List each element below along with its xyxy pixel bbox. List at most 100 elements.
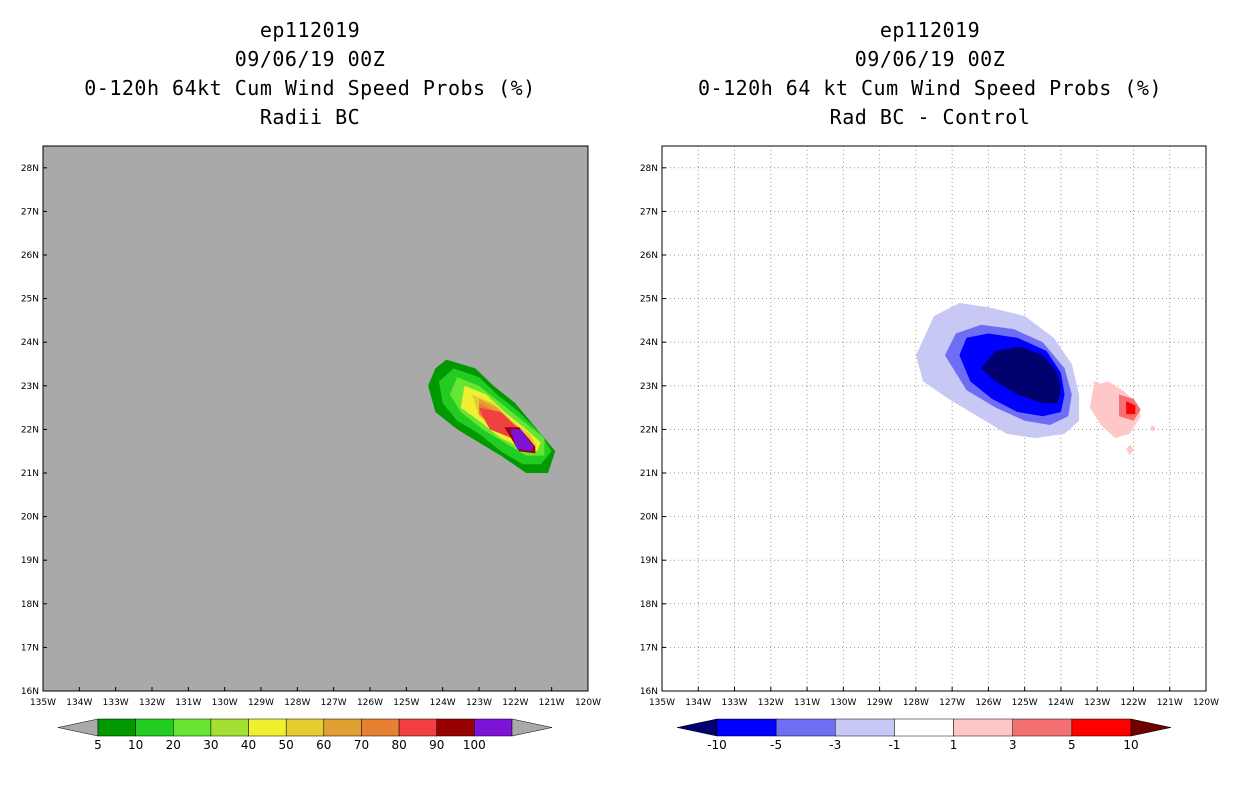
left-colorbar-over [511,718,553,737]
right-colorbar-label: -10 [707,738,727,752]
right-colorbar-swatch [716,718,777,737]
left-x-tick-label: 124W [430,698,456,708]
right-x-tick-label: 134W [685,698,711,708]
left-colorbar-label: 5 [94,738,102,752]
right-contour-3 [981,346,1061,404]
left-subtitle: Radii BC [259,105,361,129]
left-x-tick-label: 132W [139,698,165,708]
right-x-tick-label: 122W [1120,698,1146,708]
right-chart-title: ep112019 09/06/19 00Z 0-120h 64 kt Cum W… [640,16,1220,132]
right-plot-frame [661,145,1207,692]
right-y-tick-label: 28N [640,164,658,174]
left-date: 09/06/19 00Z [234,47,386,71]
left-colorbar-label: 80 [391,738,406,752]
right-y-tick-label: 25N [640,295,658,305]
right-product: 0-120h 64 kt Cum Wind Speed Probs (%) [697,76,1163,100]
right-colorbar-swatch [775,718,836,737]
left-plot-group: 135W 134W 133W 132W 131W 130W 129W 128W 127W 126W… [21,145,601,752]
left-colorbar-swatch [135,718,174,737]
right-colorbar: -10 -5 -3 -1 1 3 5 10 [676,718,1172,752]
left-colorbar-swatch [361,718,400,737]
right-x-tick-label: 128W [903,698,929,708]
right-colorbar-swatch [894,718,954,737]
left-x-tick-label: 122W [502,698,528,708]
right-x-tick-label: 123W [1084,698,1110,708]
left-colorbar-label: 20 [166,738,181,752]
right-date: 09/06/19 00Z [854,47,1006,71]
left-y-tick-label: 24N [21,338,39,348]
right-x-tick-label: 125W [1012,698,1038,708]
left-y-tick-label: 21N [21,469,39,479]
left-y-tick-label: 19N [21,556,39,566]
left-x-tick-label: 128W [284,698,310,708]
right-y-tick-label: 22N [640,425,658,435]
right-y-tick-label: 17N [640,643,658,653]
left-y-tick-label: 17N [21,643,39,653]
right-colorbar-label: -1 [888,738,900,752]
right-x-tick-label: 120W [1193,698,1219,708]
left-colorbar: 5 10 20 30 40 50 60 70 80 90 100 [57,718,553,752]
right-y-tick-label: 18N [640,600,658,610]
left-colorbar-swatch [285,718,325,737]
left-y-tick-label: 23N [21,382,39,392]
left-colorbar-label: 50 [279,738,294,752]
right-x-tick-label: 131W [794,698,820,708]
left-x-tick-label: 134W [66,698,92,708]
left-colorbar-under [57,718,99,737]
left-plot-frame [42,145,589,692]
right-x-tick-label: 121W [1157,698,1183,708]
left-colorbar-swatch [97,718,136,737]
right-y-tick-label: 24N [640,338,658,348]
right-y-tick-label: 16N [640,687,658,697]
right-x-tick-label: 135W [649,698,675,708]
left-y-tick-label: 16N [21,687,39,697]
left-x-tick-label: 129W [248,698,274,708]
right-y-tick-label: 23N [640,382,658,392]
right-contour-6 [1126,401,1136,415]
right-plot-group: 135W 134W 133W 132W 131W 130W 129W 128W 127W 126W… [640,145,1219,752]
left-product: 0-120h 64kt Cum Wind Speed Probs (%) [84,76,536,100]
left-colorbar-swatch [323,718,362,737]
right-colorbar-label: -3 [829,738,841,752]
right-colorbar-over [1130,718,1172,737]
right-contour-4 [1089,381,1141,439]
left-colorbar-label: 90 [429,738,444,752]
right-colorbar-swatch [953,718,1013,737]
right-y-tick-label: 26N [640,251,658,261]
right-colorbar-swatch [835,718,895,737]
right-colorbar-label: -5 [770,738,782,752]
right-subtitle: Rad BC - Control [829,105,1031,129]
right-colorbar-swatch [1012,718,1073,737]
right-colorbar-label: 1 [950,738,958,752]
left-colorbar-label: 70 [354,738,369,752]
left-colorbar-label: 10 [128,738,143,752]
left-colorbar-swatch [173,718,212,737]
right-x-tick-label: 132W [758,698,784,708]
left-chart-title: ep112019 09/06/19 00Z 0-120h 64kt Cum Wi… [30,16,590,132]
left-y-tick-label: 18N [21,600,39,610]
left-y-tick-label: 25N [21,295,39,305]
right-y-tick-label: 21N [640,469,658,479]
left-colorbar-swatch [210,718,249,737]
left-storm-id: ep112019 [259,18,361,42]
right-x-tick-label: 130W [830,698,856,708]
right-colorbar-label: 3 [1009,738,1017,752]
left-x-tick-label: 130W [212,698,238,708]
left-x-tick-label: 133W [103,698,129,708]
right-x-tick-label: 124W [1048,698,1074,708]
right-y-tick-label: 19N [640,556,658,566]
left-colorbar-label: 100 [463,738,486,752]
left-y-tick-label: 26N [21,251,39,261]
right-x-tick-label: 129W [867,698,893,708]
left-x-tick-label: 126W [357,698,383,708]
right-y-tick-label: 20N [640,513,658,523]
left-contour-9 [509,429,534,452]
right-storm-id: ep112019 [879,18,981,42]
right-contour-9 [1126,444,1134,456]
left-colorbar-label: 40 [241,738,256,752]
left-colorbar-label: 60 [316,738,331,752]
right-colorbar-label: 10 [1123,738,1138,752]
left-colorbar-swatch [398,718,437,737]
right-colorbar-swatch [1071,718,1132,737]
